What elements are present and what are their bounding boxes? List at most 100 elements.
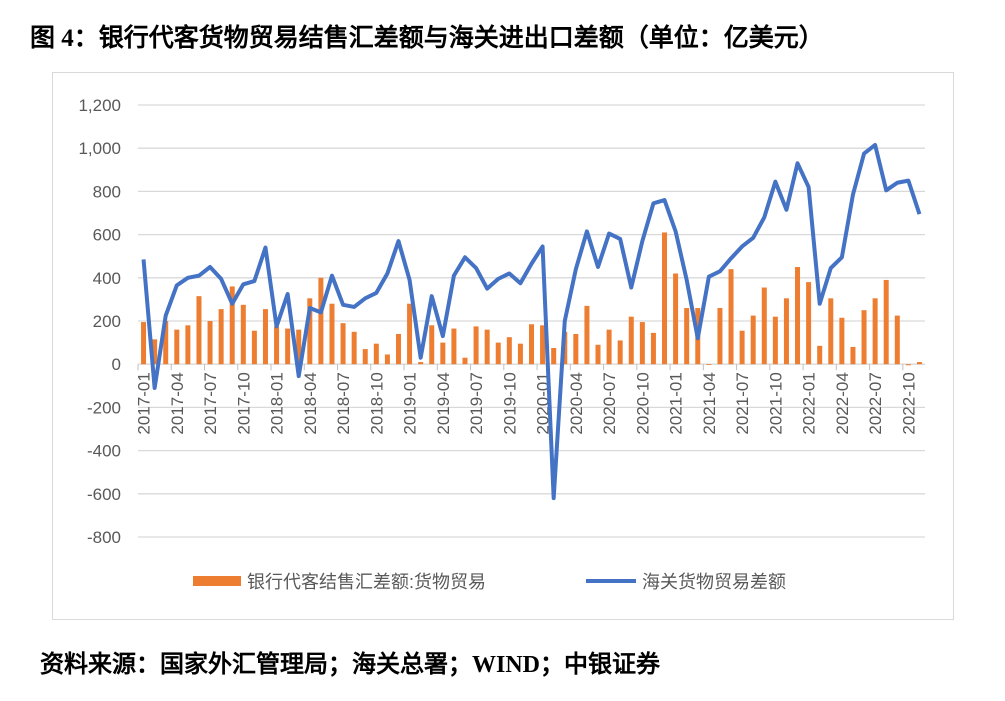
bar [894, 315, 900, 365]
bar [240, 304, 246, 365]
x-tick-label: 2019-01 [401, 372, 420, 434]
x-tick-label: 2017-01 [135, 372, 154, 434]
bar [529, 324, 534, 365]
bar [684, 308, 690, 365]
legend-bar-swatch [193, 576, 241, 586]
bar [451, 328, 457, 365]
bar [617, 340, 623, 365]
x-tick-label: 2022-10 [899, 372, 918, 434]
bar [473, 326, 479, 365]
chart-frame [52, 72, 954, 620]
x-tick-label: 2017-10 [234, 372, 253, 434]
x-tick-label: 2020-10 [633, 372, 652, 434]
y-tick-label: 200 [93, 312, 121, 331]
bar [650, 332, 656, 365]
bar [274, 326, 280, 365]
bar [185, 325, 191, 365]
bar [262, 309, 268, 365]
x-tick-label: 2018-04 [301, 372, 320, 434]
bar [817, 345, 823, 365]
bar [783, 298, 789, 365]
bar [506, 337, 512, 365]
bar [662, 232, 668, 365]
x-tick-label: 2021-10 [766, 372, 785, 434]
bar [362, 349, 368, 365]
bar [329, 303, 335, 365]
y-tick-label: -600 [87, 485, 121, 504]
bar [540, 325, 546, 365]
legend-line-label: 海关货物贸易差额 [642, 572, 786, 592]
x-tick-label: 2022-04 [833, 372, 852, 434]
y-tick-label: 400 [93, 269, 121, 288]
bar [828, 298, 834, 365]
bar [340, 323, 346, 365]
bar [384, 354, 390, 365]
bar [606, 329, 612, 365]
bar [861, 310, 867, 365]
bar [351, 331, 357, 365]
y-tick-label: -200 [87, 398, 121, 417]
bar [551, 348, 557, 365]
y-tick-label: 800 [93, 182, 121, 201]
bar [484, 329, 490, 365]
bar [916, 362, 922, 365]
bar [795, 267, 801, 365]
bar [418, 362, 424, 365]
x-tick-label: 2018-01 [268, 372, 287, 434]
x-tick-label: 2018-07 [334, 372, 353, 434]
bar [495, 342, 501, 365]
bar [429, 325, 435, 365]
y-tick-label: -400 [87, 442, 121, 461]
legend-bar-label: 银行代客结售汇差额:货物贸易 [247, 572, 486, 592]
x-tick-label: 2017-04 [168, 372, 187, 434]
bar [850, 346, 856, 365]
bar [761, 287, 767, 365]
bar [462, 357, 468, 365]
bar [152, 339, 158, 365]
bar [673, 273, 679, 365]
x-tick-label: 2019-04 [434, 372, 453, 434]
x-tick-label: 2022-01 [800, 372, 819, 434]
bar [285, 328, 291, 365]
bar [174, 329, 180, 365]
bar [141, 322, 147, 365]
bar [872, 298, 878, 365]
bar [373, 343, 379, 365]
y-tick-label: 1,000 [78, 139, 121, 158]
x-tick-label: 2020-04 [567, 372, 586, 434]
bar [628, 316, 634, 365]
x-tick-label: 2019-10 [500, 372, 519, 434]
bar [440, 342, 446, 365]
bar [318, 277, 324, 365]
y-tick-label: 600 [93, 226, 121, 245]
bar [639, 322, 645, 365]
x-tick-label: 2020-07 [600, 372, 619, 434]
bar [905, 364, 911, 366]
bar [883, 279, 889, 365]
x-tick-label: 2021-04 [700, 372, 719, 434]
bar [573, 333, 579, 365]
bar [772, 316, 778, 365]
bar [839, 317, 845, 365]
bar [584, 305, 590, 365]
bar [251, 330, 257, 365]
x-tick-label: 2017-07 [201, 372, 220, 434]
bar [595, 344, 601, 365]
y-tick-label: 1,200 [78, 96, 121, 115]
bar [517, 343, 523, 365]
x-tick-label: 2019-07 [467, 372, 486, 434]
bar [806, 282, 812, 365]
bar [407, 303, 413, 365]
x-tick-label: 2021-07 [733, 372, 752, 434]
source-note: 资料来源：国家外汇管理局；海关总署；WIND；中银证券 [40, 652, 661, 678]
bar [218, 309, 224, 365]
bar [229, 286, 235, 365]
bar [706, 364, 712, 365]
bar [163, 321, 169, 365]
bar [728, 269, 734, 365]
bar [717, 308, 723, 365]
bar [296, 329, 302, 365]
y-tick-label: 0 [112, 355, 121, 374]
bar [395, 333, 401, 365]
